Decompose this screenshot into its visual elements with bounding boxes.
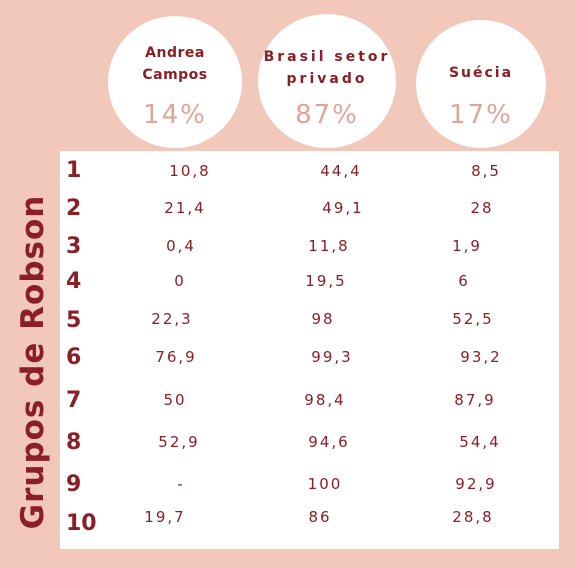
table-cell: 0 bbox=[174, 272, 186, 290]
table-cell: 87,9 bbox=[454, 391, 496, 409]
column-header-brasil-setor-privado: Brasil setor privado 87% bbox=[258, 14, 396, 148]
table-cell: 6 bbox=[458, 272, 470, 290]
table-cell: 11,8 bbox=[308, 237, 350, 255]
column-name: Brasil setor privado bbox=[263, 49, 391, 87]
table-cell: 1,9 bbox=[452, 237, 482, 255]
table-cell: 22,3 bbox=[151, 310, 193, 328]
axis-label-grupos-de-robson: Grupos de Robson bbox=[15, 194, 51, 530]
column-header-suecia: Suécia 17% bbox=[416, 20, 546, 148]
column-name: Suécia bbox=[448, 65, 514, 81]
table-cell: 50 bbox=[163, 391, 187, 409]
table-cell: 44,4 bbox=[320, 162, 362, 180]
row-group-number: 6 bbox=[66, 345, 82, 370]
row-group-number: 5 bbox=[66, 308, 82, 333]
table-cell: 28,8 bbox=[452, 508, 494, 526]
table-cell: 49,1 bbox=[322, 199, 364, 217]
row-group-number: 8 bbox=[66, 430, 82, 455]
table-cell: 19,5 bbox=[305, 272, 347, 290]
table-cell: 98,4 bbox=[304, 391, 346, 409]
table-panel bbox=[60, 151, 559, 549]
table-cell: 100 bbox=[307, 475, 343, 493]
table-cell: 54,4 bbox=[459, 433, 501, 451]
column-percent: 14% bbox=[143, 100, 207, 130]
table-cell: 94,6 bbox=[308, 433, 350, 451]
table-cell: 93,2 bbox=[460, 348, 502, 366]
table-cell: 8,5 bbox=[471, 162, 501, 180]
row-group-number: 7 bbox=[66, 388, 82, 413]
table-cell: 52,5 bbox=[452, 310, 494, 328]
row-group-number: 1 bbox=[66, 158, 82, 183]
table-cell: 76,9 bbox=[155, 348, 197, 366]
table-cell: 98 bbox=[311, 310, 335, 328]
table-cell: 0,4 bbox=[166, 237, 196, 255]
row-group-number: 4 bbox=[66, 269, 82, 294]
row-group-number: 10 bbox=[66, 511, 97, 536]
table-cell: 28 bbox=[470, 199, 494, 217]
column-name: Andrea Campos bbox=[142, 45, 208, 83]
table-cell: 86 bbox=[308, 508, 332, 526]
row-group-number: 3 bbox=[66, 234, 82, 259]
table-cell: 92,9 bbox=[455, 475, 497, 493]
table-cell: 52,9 bbox=[158, 433, 200, 451]
row-group-number: 9 bbox=[66, 472, 82, 497]
row-group-number: 2 bbox=[66, 196, 82, 221]
table-cell: 19,7 bbox=[144, 508, 186, 526]
table-cell: - bbox=[177, 475, 185, 493]
table-cell: 21,4 bbox=[164, 199, 206, 217]
table-cell: 10,8 bbox=[169, 162, 211, 180]
column-header-andrea-campos: Andrea Campos 14% bbox=[108, 16, 242, 148]
table-cell: 99,3 bbox=[311, 348, 353, 366]
column-percent: 17% bbox=[449, 100, 513, 130]
column-percent: 87% bbox=[295, 100, 359, 130]
